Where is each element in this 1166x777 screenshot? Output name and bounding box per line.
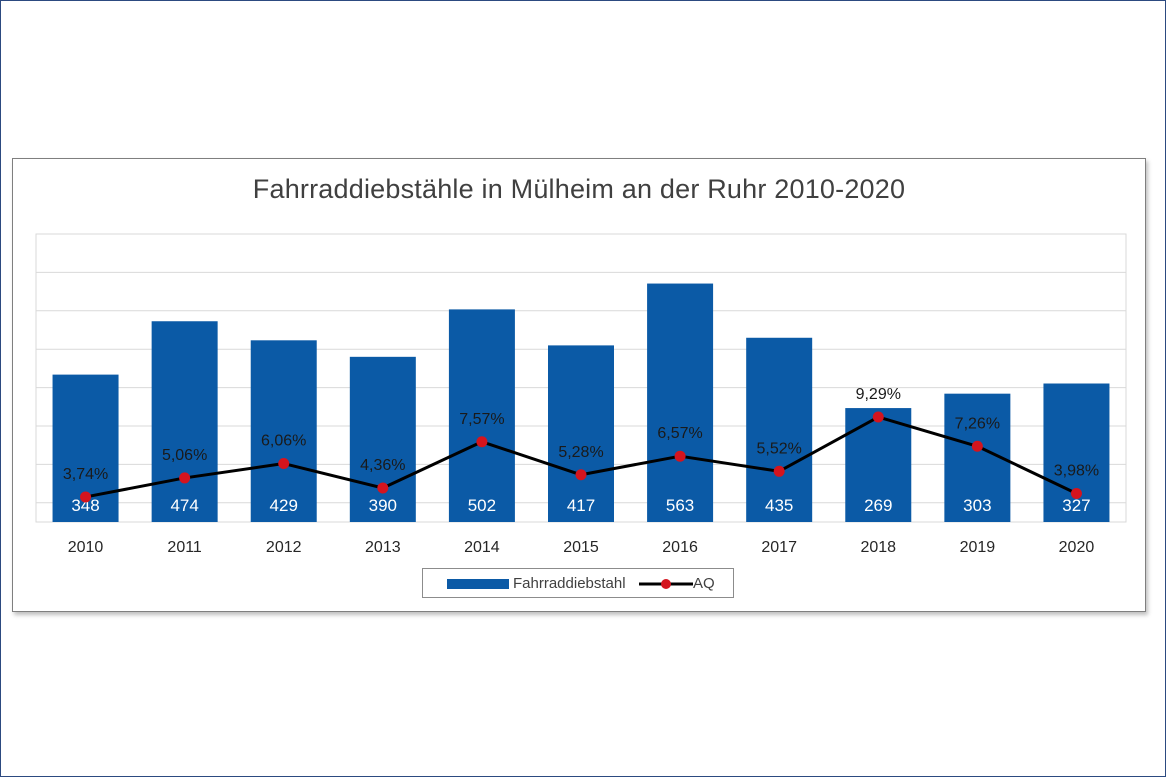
aq-label-2015: 5,28% [558, 444, 603, 461]
x-tick-2016: 2016 [662, 539, 698, 556]
bar-label-2020: 327 [1062, 496, 1090, 515]
legend-swatch-aq [639, 579, 693, 589]
bar-label-2015: 417 [567, 496, 595, 515]
aq-label-2019: 7,26% [955, 415, 1000, 432]
bar-2015 [548, 345, 614, 522]
aq-point-2017 [773, 465, 785, 477]
bar-label-2017: 435 [765, 496, 793, 515]
x-tick-2011: 2011 [167, 539, 202, 556]
bar-label-2019: 303 [963, 496, 991, 515]
bar-label-2014: 502 [468, 496, 496, 515]
aq-label-2018: 9,29% [856, 386, 901, 403]
x-tick-2014: 2014 [464, 539, 500, 556]
aq-point-2020 [1070, 487, 1082, 499]
x-tick-2018: 2018 [860, 539, 896, 556]
x-tick-2019: 2019 [960, 539, 996, 556]
aq-point-2015 [575, 469, 587, 481]
x-tick-2015: 2015 [563, 539, 599, 556]
chart-title: Fahrraddiebstähle in Mülheim an der Ruhr… [252, 174, 906, 204]
aq-label-2020: 3,98% [1054, 462, 1099, 479]
bar-2012 [250, 340, 317, 522]
aq-point-2016 [674, 450, 686, 462]
aq-label-2016: 6,57% [657, 425, 702, 442]
bar-2017 [746, 337, 813, 522]
bar-label-2016: 563 [666, 496, 694, 515]
x-tick-2020: 2020 [1059, 539, 1095, 556]
bar-2014 [448, 309, 515, 522]
aq-label-2012: 6,06% [261, 433, 306, 450]
bar-label-2011: 474 [170, 496, 198, 515]
aq-point-2010 [80, 491, 92, 503]
x-tick-2010: 2010 [68, 539, 104, 556]
bar-2013 [349, 356, 416, 522]
chart-legend: Fahrraddiebstahl AQ [422, 568, 734, 598]
aq-label-2010: 3,74% [63, 466, 108, 483]
legend-label-aq: AQ [693, 575, 715, 592]
aq-point-2013 [377, 482, 389, 494]
aq-point-2019 [971, 440, 983, 452]
aq-point-2018 [872, 411, 884, 423]
legend-swatch-fahrraddiebstahl [447, 579, 509, 589]
x-tick-2013: 2013 [365, 539, 401, 556]
aq-point-2012 [278, 458, 290, 470]
bar-label-2010: 348 [71, 496, 99, 515]
aq-label-2013: 4,36% [360, 457, 405, 474]
bar-label-2013: 390 [369, 496, 397, 515]
bar-2018 [845, 408, 912, 522]
aq-point-2014 [476, 436, 488, 448]
bar-label-2018: 269 [864, 496, 892, 515]
legend-label-fahrraddiebstahl: Fahrraddiebstahl [513, 575, 626, 592]
bar-2011 [151, 321, 218, 522]
x-tick-2012: 2012 [266, 539, 302, 556]
bar-2016 [647, 283, 714, 522]
aq-label-2017: 5,52% [756, 440, 801, 457]
aq-point-2011 [179, 472, 191, 484]
aq-label-2011: 5,06% [162, 447, 207, 464]
bar-label-2012: 429 [270, 496, 298, 515]
aq-label-2014: 7,57% [459, 411, 504, 428]
x-tick-2017: 2017 [761, 539, 797, 556]
